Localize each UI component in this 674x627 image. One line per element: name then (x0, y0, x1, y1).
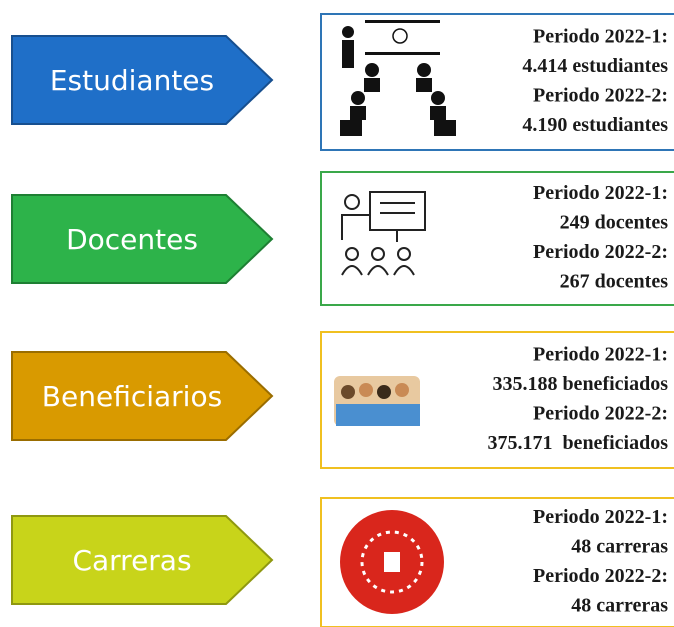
info-line: Periodo 2022-1: (533, 506, 668, 528)
info-line: Periodo 2022-2: (533, 241, 668, 263)
info-line: Periodo 2022-1: (533, 25, 668, 47)
info-line: 267 docentes (560, 270, 669, 292)
careers-icon (340, 510, 444, 614)
info-line: Periodo 2022-2: (533, 565, 668, 587)
rows: Estudiantes Periodo 2022-1: 4.414 estudian… (12, 14, 674, 627)
arrow-label: Carreras (72, 544, 191, 577)
arrow-label: Estudiantes (50, 64, 214, 97)
info-line: 375.171 beneficiados (487, 432, 668, 454)
arrow-label: Docentes (66, 223, 198, 256)
info-line: 48 carreras (571, 594, 668, 616)
info-line: Periodo 2022-2: (533, 84, 668, 106)
info-line: Periodo 2022-1: (533, 343, 668, 365)
info-line: 4.190 estudiantes (522, 114, 668, 136)
infographic: Estudiantes Periodo 2022-1: 4.414 estudian… (0, 0, 674, 627)
info-line: Periodo 2022-2: (533, 402, 668, 424)
info-line: 48 carreras (571, 535, 668, 557)
info-line: 4.414 estudiantes (522, 55, 668, 77)
students-icon (340, 20, 456, 136)
info-line: Periodo 2022-1: (533, 182, 668, 204)
arrow-label: Beneficiarios (42, 380, 222, 413)
info-line: 249 docentes (560, 211, 669, 233)
people-icon (334, 376, 420, 426)
teachers-icon (342, 192, 425, 275)
info-line: 335.188 beneficiados (492, 373, 668, 395)
